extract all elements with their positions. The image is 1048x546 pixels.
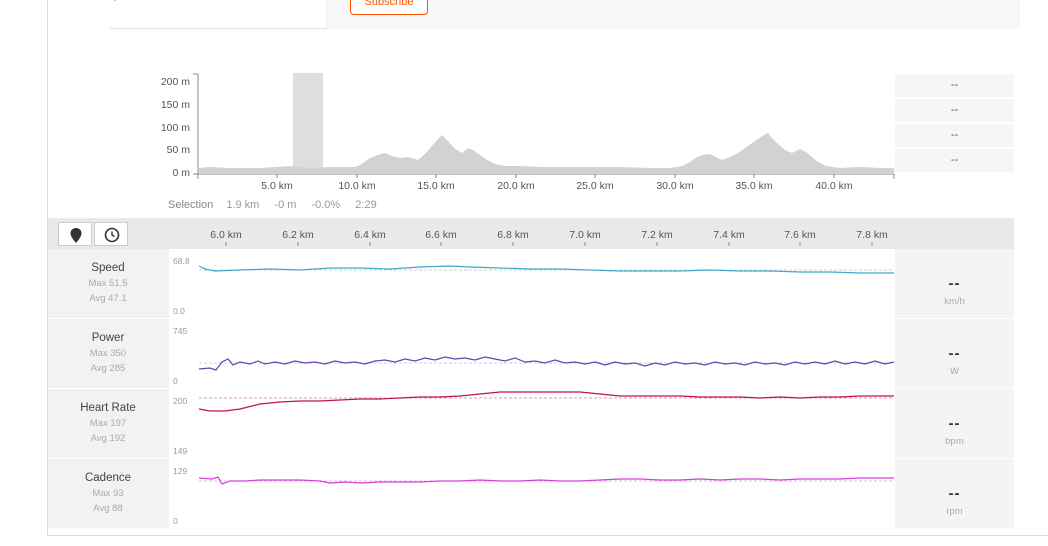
elevation-x-tick: 35.0 km [735,180,773,192]
elevation-y-tick: 150 m [160,99,190,111]
speed-value-panel [895,249,1014,318]
distance-tick: 6.8 km [497,229,529,241]
stream-avg: Avg 88 [93,503,123,514]
stream-name: Power [91,332,125,344]
power-value-panel [895,319,1014,388]
elevation-stat-value: -- [895,74,1014,97]
cadence-unit: rpm [946,506,963,517]
elevation-x-tick: 30.0 km [656,180,694,192]
elevation-x-tick: 40.0 km [815,180,853,192]
speed-current-value: -- [948,275,961,292]
stream-max: Max 350 [89,348,127,359]
heart-rate-plot[interactable] [169,389,895,458]
power-axis-top: 745 [173,326,188,336]
stream-avg: Avg 192 [90,433,126,444]
stream-avg: Avg 47.1 [89,293,127,304]
selection-grade: -0.0% [311,199,341,211]
elevation-selection [293,73,323,174]
heart-rate-current-value: -- [948,415,961,432]
distance-tick: 7.4 km [713,229,745,241]
time-axis-button[interactable] [94,222,128,246]
stream-avg: Avg 285 [90,363,126,374]
power-axis-bottom: 0 [173,376,178,386]
elevation-y-tick: 100 m [160,122,190,134]
elevation-x-tick: 20.0 km [497,180,535,192]
heart-rate-unit: bpm [945,436,964,447]
selection-time: 2:29 [355,199,377,211]
brand-mark-icon: ● [112,0,118,4]
power-label: Power Max 350 Avg 285 [48,332,168,374]
distance-tick: 6.0 km [210,229,242,241]
distance-tick: 6.4 km [354,229,386,241]
stream-max: Max 93 [92,488,124,499]
distance-tick: 6.2 km [282,229,314,241]
selection-label: Selection [168,199,214,211]
power-current-value: -- [948,345,961,362]
distance-tick: 7.0 km [569,229,601,241]
speed-plot[interactable] [169,249,895,318]
distance-tick: 6.6 km [425,229,457,241]
heart-rate-axis-top: 200 [173,396,188,406]
clock-icon [104,227,120,243]
elevation-area [199,133,894,174]
page-frame-bottom [47,535,1048,536]
elevation-y-tick: 50 m [166,144,190,156]
selection-distance: 1.9 km [226,199,260,211]
elevation-stat-value: -- [895,124,1014,147]
speed-label: Speed Max 51.5 Avg 47.1 [48,262,168,304]
cadence-label: Cadence Max 93 Avg 88 [48,472,168,514]
elevation-y-tick: 200 m [160,76,190,88]
elevation-x-tick: 5.0 km [261,180,293,192]
stream-name: Heart Rate [80,402,136,414]
selection-elevation: -0 m [274,199,297,211]
banner-field [110,0,327,29]
power-plot[interactable] [169,319,895,388]
streams-toolbar [48,218,1014,249]
subscribe-button[interactable]: Subscribe [350,0,428,15]
page-frame-left [47,0,48,536]
distance-tick: 7.8 km [856,229,888,241]
distance-axis-svg [225,242,873,246]
map-marker-icon [70,228,82,243]
elevation-x-tick: 25.0 km [576,180,614,192]
heart-rate-value-panel [895,389,1014,458]
stream-name: Cadence [84,472,132,484]
selection-summary: Selection 1.9 km -0 m -0.0% 2:29 [168,199,389,211]
stream-max: Max 51.5 [88,278,128,289]
elevation-stat-value: -- [895,149,1014,172]
elevation-stat-value: -- [895,99,1014,122]
speed-axis-top: 68.8 [173,256,190,266]
stream-name: Speed [91,262,125,274]
cadence-current-value: -- [948,485,961,502]
cadence-plot[interactable] [169,459,895,528]
cadence-axis-top: 129 [173,466,188,476]
elevation-y-tick: 0 m [172,167,190,179]
cadence-value-panel [895,459,1014,528]
elevation-profile-svg [193,73,895,179]
stream-max: Max 197 [89,418,127,429]
speed-unit: km/h [944,296,965,307]
cadence-axis-bottom: 0 [173,516,178,526]
heart-rate-axis-bottom: 149 [173,446,188,456]
map-marker-button[interactable] [58,222,92,246]
heart-rate-label: Heart Rate Max 197 Avg 192 [48,402,168,444]
distance-tick: 7.6 km [784,229,816,241]
distance-tick: 7.2 km [641,229,673,241]
elevation-x-tick: 15.0 km [417,180,455,192]
speed-axis-bottom: 0.0 [173,306,185,316]
power-unit: W [950,366,959,377]
elevation-x-tick: 10.0 km [338,180,376,192]
